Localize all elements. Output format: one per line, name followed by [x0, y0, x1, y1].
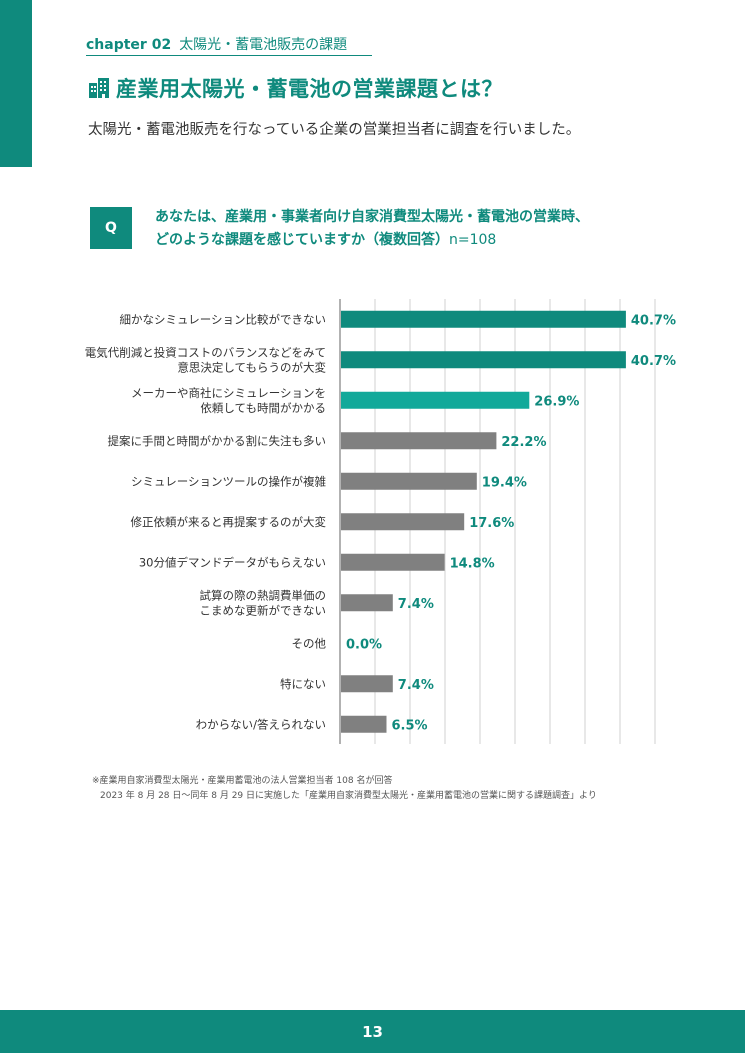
footnotes: ※産業用自家消費型太陽光・産業用蓄電池の法人営業担当者 108 名が回答 202… [92, 774, 597, 804]
bar [341, 513, 465, 531]
question-line-2: どのような課題を感じていますか（複数回答） [155, 232, 449, 248]
bar [341, 715, 387, 733]
data-label: 22.2% [501, 435, 546, 450]
footnote-1: ※産業用自家消費型太陽光・産業用蓄電池の法人営業担当者 108 名が回答 [92, 776, 393, 786]
data-label: 14.8% [450, 556, 495, 571]
bar [341, 675, 393, 693]
data-label: 0.0% [346, 637, 382, 652]
data-label: 40.7% [631, 313, 676, 328]
category-label: 修正依頼が来ると再提案するのが大変 [131, 515, 327, 529]
lead-text: 太陽光・蓄電池販売を行なっている企業の営業担当者に調査を行いました。 [88, 122, 581, 138]
data-label: 17.6% [469, 516, 514, 531]
category-label: シミュレーションツールの操作が複雑 [131, 474, 327, 488]
title-row: 産業用太陽光・蓄電池の営業課題とは？ [88, 73, 503, 103]
page-number: 13 [362, 1022, 383, 1041]
data-label: 40.7% [631, 354, 676, 369]
bar [341, 594, 393, 612]
footnote-2: 2023 年 8 月 28 日〜同年 8 月 29 日に実施した「産業用自家消費… [100, 791, 597, 801]
bar [341, 432, 497, 450]
category-label: 30分値デマンドデータがもらえない [139, 555, 326, 569]
page-footer: 13 [0, 1010, 745, 1053]
chapter-title: 太陽光・蓄電池販売の課題 [179, 37, 348, 53]
category-label: 依頼しても時間がかかる [200, 401, 326, 415]
data-label: 6.5% [392, 718, 428, 733]
category-label: その他 [292, 636, 327, 650]
chapter-heading: chapter 02 太陽光・蓄電池販売の課題 [86, 34, 372, 56]
data-label: 26.9% [534, 394, 579, 409]
data-label: 7.4% [398, 678, 434, 693]
category-label: 特にない [280, 677, 326, 691]
data-label: 7.4% [398, 597, 434, 612]
bar [341, 351, 626, 369]
category-label: 意思決定してもらうのが大変 [177, 360, 326, 374]
page-title: 産業用太陽光・蓄電池の営業課題とは？ [116, 77, 503, 101]
category-label: メーカーや商社にシミュレーションを [131, 386, 326, 400]
question-text: あなたは、産業用・事業者向け自家消費型太陽光・蓄電池の営業時、 どのような課題を… [155, 206, 589, 252]
category-label: わからない/答えられない [196, 717, 326, 731]
bar [341, 310, 626, 328]
accent-side-bar [0, 0, 32, 167]
category-label: 提案に手間と時間がかかる割に失注も多い [108, 434, 327, 448]
category-label: 電気代削減と投資コストのバランスなどをみて [85, 345, 326, 359]
bar [341, 472, 477, 490]
category-label: 試算の際の熱調費単価の [200, 588, 327, 602]
bar [341, 553, 445, 571]
data-label: 19.4% [482, 475, 527, 490]
question-badge: Q [90, 207, 132, 249]
chapter-number: chapter 02 [86, 37, 172, 53]
category-label: こまめな更新ができない [200, 603, 327, 617]
sample-size: n=108 [449, 232, 497, 248]
bar [341, 391, 530, 409]
category-label: 細かなシミュレーション比較ができない [119, 312, 326, 326]
building-icon [89, 78, 109, 98]
question-line-1: あなたは、産業用・事業者向け自家消費型太陽光・蓄電池の営業時、 [155, 209, 589, 225]
